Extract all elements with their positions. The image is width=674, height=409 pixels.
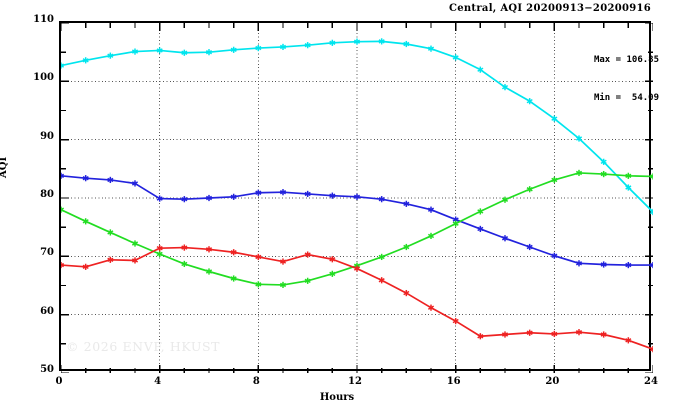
y-tick-label: 50: [40, 364, 54, 375]
y-tick-label: 90: [40, 130, 54, 142]
plot-svg: [61, 23, 653, 373]
series-markers-day4: [61, 244, 653, 353]
series-markers-day2: [61, 172, 653, 269]
x-tick-label: 24: [644, 376, 658, 387]
x-tick-label: 4: [154, 376, 162, 387]
min-value-label: Min = 54.09: [593, 92, 659, 103]
y-tick-label: 70: [40, 247, 54, 259]
page-title: Central, AQI 20200913−20200916: [448, 3, 651, 14]
stats-annotation: Max = 106.85 Min = 54.09: [594, 29, 659, 129]
max-value-label: Max = 106.85: [593, 55, 659, 65]
y-tick-label: 100: [33, 72, 54, 84]
x-axis-tick-labels: 0 4 8 12 16 20 24: [0, 376, 674, 392]
series-markers-day1: [61, 38, 653, 216]
x-axis-title: Hours: [319, 392, 355, 403]
x-tick-label: 8: [252, 376, 260, 387]
y-axis-tick-labels: 110 100 90 80 70 60 50: [14, 0, 54, 409]
x-tick-label: 12: [348, 376, 362, 387]
x-tick-label: 20: [545, 376, 560, 387]
y-tick-label: 60: [40, 305, 54, 317]
x-tick-label: 16: [446, 376, 461, 387]
y-tick-label: 110: [33, 14, 54, 25]
x-tick-label: 0: [55, 376, 63, 387]
y-axis-title: AQI: [0, 156, 9, 178]
plot-area: [59, 21, 653, 373]
y-tick-label: 80: [40, 189, 54, 200]
